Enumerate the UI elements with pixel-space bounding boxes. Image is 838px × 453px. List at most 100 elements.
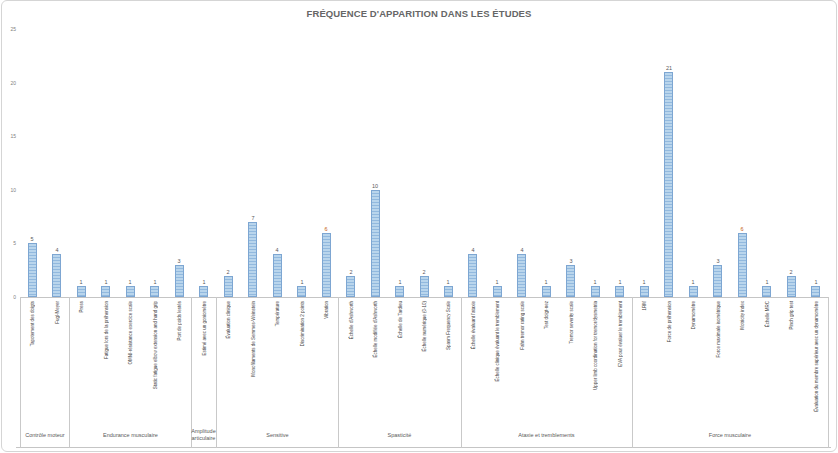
bar — [395, 286, 404, 297]
axis-separator — [828, 297, 829, 448]
bar — [566, 265, 575, 297]
value-label: 2 — [218, 269, 238, 275]
bar — [199, 286, 208, 297]
value-label: 4 — [267, 247, 287, 253]
x-tick-label: Échelle numérique (0-10) — [421, 301, 427, 352]
x-tick-label: Vibration — [323, 301, 329, 319]
y-tick-label: 10 — [0, 187, 16, 193]
group-label: Spasticité — [338, 423, 460, 447]
value-label: 1 — [585, 279, 605, 285]
bar — [224, 276, 233, 297]
value-label: 4 — [463, 247, 483, 253]
value-label: 1 — [634, 279, 654, 285]
value-label: 6 — [316, 226, 336, 232]
value-label: 1 — [145, 279, 165, 285]
x-tick-label: 1RM — [641, 301, 647, 311]
x-tick-label: Échelle MRC — [764, 301, 770, 327]
group-label: Amplitude articulaire — [191, 423, 215, 447]
value-label: 1 — [683, 279, 703, 285]
x-tick-label: Échelle évaluant l'ataxie — [470, 301, 476, 349]
x-tick-label: Dynamomètre — [690, 301, 696, 329]
y-tick-label: 20 — [0, 80, 16, 86]
value-label: 10 — [365, 183, 385, 189]
bar — [664, 72, 673, 297]
value-label: 1 — [96, 279, 116, 285]
x-tick-label: OMNI-résistance exercice scale — [127, 301, 133, 365]
x-tick-label: Test doigt-nez — [543, 301, 549, 329]
x-tick-label: Échelle clinique évaluant le tremblement — [494, 301, 500, 382]
x-tick-label: Échelle de Tardieu — [397, 301, 403, 338]
value-label: 1 — [194, 279, 214, 285]
x-tick-label: Tapotement des doigts — [29, 301, 35, 346]
value-label: 2 — [341, 269, 361, 275]
bar — [468, 254, 477, 297]
bar — [444, 286, 453, 297]
x-tick-label: Discrimination 2 points — [299, 301, 305, 346]
x-tick-label: Press — [78, 301, 84, 313]
bar — [297, 286, 306, 297]
bar — [77, 286, 86, 297]
chart-border — [1, 0, 837, 452]
y-tick-label: 5 — [0, 240, 16, 246]
value-label: 3 — [169, 258, 189, 264]
bar — [493, 286, 502, 297]
value-label: 1 — [292, 279, 312, 285]
bar — [542, 286, 551, 297]
axis-separator — [20, 297, 21, 448]
x-axis-line — [20, 297, 829, 298]
value-label: 1 — [438, 279, 458, 285]
bar — [713, 265, 722, 297]
bar — [615, 286, 624, 297]
x-tick-label: Estimé avec un goniomètre — [201, 301, 207, 356]
x-tick-label: Échelle modifiée d'Ashworth — [372, 301, 378, 357]
x-tick-label: Motricity index — [739, 301, 745, 330]
bar — [28, 243, 37, 297]
group-label: Force musculaire — [632, 423, 828, 447]
bar — [787, 276, 796, 297]
y-tick-label: 25 — [0, 26, 16, 32]
y-tick-label: 15 — [0, 133, 16, 139]
bar — [640, 286, 649, 297]
x-tick-label: Static fatigue elbow extension and hand … — [152, 301, 158, 389]
x-tick-label: Tremor severity scale — [568, 301, 574, 344]
value-label: 2 — [414, 269, 434, 275]
value-label: 1 — [610, 279, 630, 285]
x-tick-label: Pinch grip test — [788, 301, 794, 330]
bar — [52, 254, 61, 297]
x-tick-label: Monofilaments de Semmes-Weinstein — [250, 301, 256, 377]
group-label: Sensitive — [216, 423, 338, 447]
x-tick-label: Échelle d'Ashworth — [348, 301, 354, 339]
bar — [322, 233, 331, 297]
x-tick-label: Fugl-Meyer — [54, 301, 60, 324]
value-label: 2 — [781, 269, 801, 275]
value-label: 4 — [512, 247, 532, 253]
value-label: 3 — [708, 258, 728, 264]
bar — [101, 286, 110, 297]
bar — [811, 286, 820, 297]
value-label: 4 — [47, 247, 67, 253]
bar — [591, 286, 600, 297]
x-tick-label: Température — [274, 301, 280, 326]
bar-chart: FRÉQUENCE D'APPARITION DANS LES ÉTUDES 0… — [0, 0, 838, 453]
value-label: 5 — [22, 236, 42, 242]
value-label: 1 — [120, 279, 140, 285]
value-label: 7 — [243, 215, 263, 221]
x-tick-label: Port de poids lestés — [176, 301, 182, 341]
group-label: Ataxie et tremblements — [461, 423, 632, 447]
value-label: 1 — [536, 279, 556, 285]
bar — [273, 254, 282, 297]
bar — [248, 222, 257, 297]
value-label: 6 — [732, 226, 752, 232]
x-tick-label: EVA pour évaluer le tremblement — [617, 301, 623, 367]
bar — [762, 286, 771, 297]
bar — [150, 286, 159, 297]
x-tick-label: Fahn tremor rating scale — [519, 301, 525, 350]
chart-title: FRÉQUENCE D'APPARITION DANS LES ÉTUDES — [210, 8, 629, 20]
bar — [175, 265, 184, 297]
value-label: 1 — [390, 279, 410, 285]
bar — [689, 286, 698, 297]
value-label: 3 — [561, 258, 581, 264]
x-tick-label: Force de préhension — [666, 301, 672, 342]
value-label: 1 — [487, 279, 507, 285]
bar — [517, 254, 526, 297]
